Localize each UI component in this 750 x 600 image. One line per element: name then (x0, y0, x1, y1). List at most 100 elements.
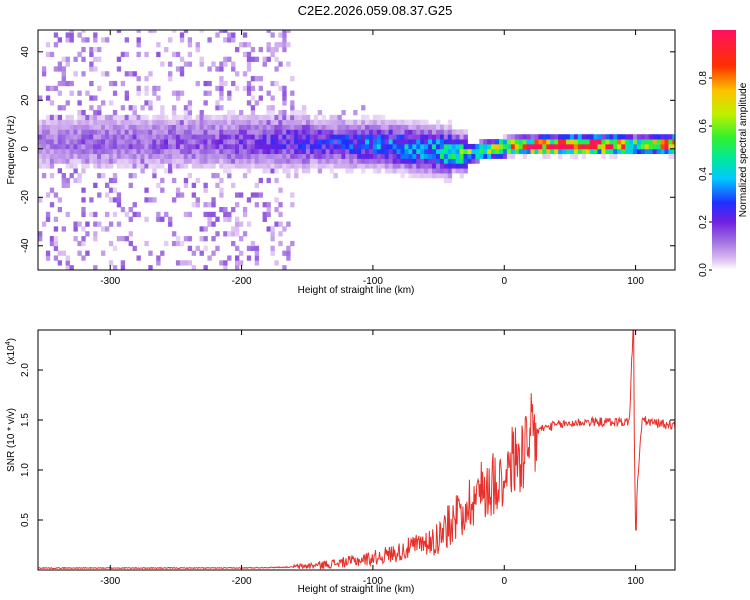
spectrogram-cell (254, 153, 260, 159)
spectrogram-cell (400, 139, 405, 145)
spectrogram-cell (81, 240, 86, 247)
spectrogram-cell (357, 134, 362, 140)
spectrogram-cell (120, 139, 126, 145)
spectrogram-cell (77, 110, 82, 116)
spectrogram-cell (227, 163, 232, 169)
spectrogram-cell (81, 71, 86, 77)
spectrogram-cell (349, 143, 354, 150)
spectrogram-cell (187, 173, 193, 179)
spectrogram-cell (49, 139, 55, 145)
spectrogram-cell (258, 114, 263, 121)
spectrogram-cell (384, 139, 390, 145)
spectrogram-cell (73, 148, 78, 155)
spectrogram-cell (266, 90, 271, 96)
spectrogram-cell (573, 134, 579, 140)
spectrogram-cell (179, 260, 185, 266)
spectrogram-cell (274, 129, 279, 135)
snr-x-ticks: -300 -200 -100 0 100 (100, 330, 644, 587)
spectrogram-cell (282, 129, 287, 135)
spectrogram-cell (550, 143, 555, 150)
spectrogram-cell (408, 168, 413, 174)
spectrogram-cell (298, 163, 303, 169)
spectrogram-cell (396, 163, 401, 169)
spectrogram-cell (120, 163, 126, 169)
spectrogram-cell (345, 148, 350, 155)
spectrogram-cell (164, 46, 169, 53)
spectrogram-cell (57, 134, 63, 140)
spectrogram-cell (242, 139, 248, 145)
spectrogram-cell (41, 221, 47, 227)
spectrogram-cell (144, 124, 149, 130)
spectrogram-cell (215, 231, 220, 237)
spectrogram-cell (400, 143, 405, 150)
spectrogram-cell (69, 90, 74, 96)
spectrogram-cell (183, 143, 189, 150)
spectrogram-cell (223, 211, 228, 218)
spectrogram-cell (89, 61, 94, 67)
spectrogram-cell (353, 110, 358, 116)
spectrogram-cell (313, 139, 319, 145)
spectrogram-cell (380, 134, 386, 140)
spectrogram-cell (108, 119, 114, 125)
spectrogram-cell (294, 124, 299, 130)
spectrogram-cell (128, 71, 133, 77)
spectrogram-cell (89, 80, 94, 87)
spectrogram-cell (238, 236, 244, 242)
spectrogram-cell (235, 163, 240, 169)
spectrogram-cell (124, 114, 130, 121)
spectrogram-cell (455, 158, 460, 164)
spectrogram-cell (61, 250, 66, 256)
spectrogram-cell (569, 139, 575, 145)
spectrogram-cell (148, 143, 153, 150)
spectrogram-cell (104, 211, 110, 218)
spectrogram-cell (372, 139, 378, 145)
spectrogram-cell (215, 216, 220, 222)
spectrogram-cell (89, 46, 94, 53)
spectrogram-cell (203, 211, 208, 218)
spectrogram-cell (128, 134, 133, 140)
spectrogram-cell (349, 134, 354, 140)
spectrogram-cell (156, 148, 161, 155)
spectrogram-cell (432, 163, 437, 169)
spectrogram-cell (57, 158, 63, 164)
spectrogram-cell (270, 153, 275, 159)
spectrogram-cell (372, 119, 378, 125)
spectrogram-cell (211, 124, 216, 130)
spectrogram-cell (439, 153, 445, 159)
spectrogram-cell (250, 114, 256, 121)
spectrogram-cell (199, 250, 204, 256)
spectrogram-cell (223, 61, 228, 67)
spectrogram-cell (270, 119, 275, 125)
spectrogram-cell (215, 114, 220, 121)
spectrogram-cell (565, 143, 571, 150)
spectrogram-cell (227, 173, 232, 179)
spectrogram-cell (89, 124, 94, 130)
spectrogram-cell (207, 202, 212, 208)
spectrogram-cell (148, 105, 153, 111)
spectrogram-cell (183, 129, 189, 135)
spectrogram-cell (542, 143, 547, 150)
spectrogram-cell (313, 153, 319, 159)
spectrogram-cell (242, 153, 248, 159)
spectrogram-cell (435, 124, 441, 130)
spectrogram-cell (156, 255, 161, 261)
spectrogram-cell (254, 143, 260, 150)
spectrogram-cell (49, 85, 55, 92)
spectrogram-cell (238, 250, 244, 256)
spectrogram-cell (65, 61, 70, 67)
spectrogram-cell (353, 148, 358, 155)
spectrogram-cell (495, 143, 500, 150)
spectrogram-cell (38, 231, 43, 237)
spectrogram-cell (85, 134, 90, 140)
spectrogram-cell (499, 139, 504, 145)
spectrogram-cell (408, 153, 413, 159)
spectrogram-cell (171, 177, 177, 184)
spectrogram-cell (443, 124, 449, 130)
spectrogram-cell (124, 90, 130, 96)
spectrogram-cell (57, 139, 63, 145)
spectrogram-cell (321, 124, 327, 130)
spectrogram-cell (491, 153, 496, 159)
spectrogram-cell (428, 129, 433, 135)
spectrogram-cell (357, 143, 362, 150)
spectrogram-cell (333, 148, 338, 155)
